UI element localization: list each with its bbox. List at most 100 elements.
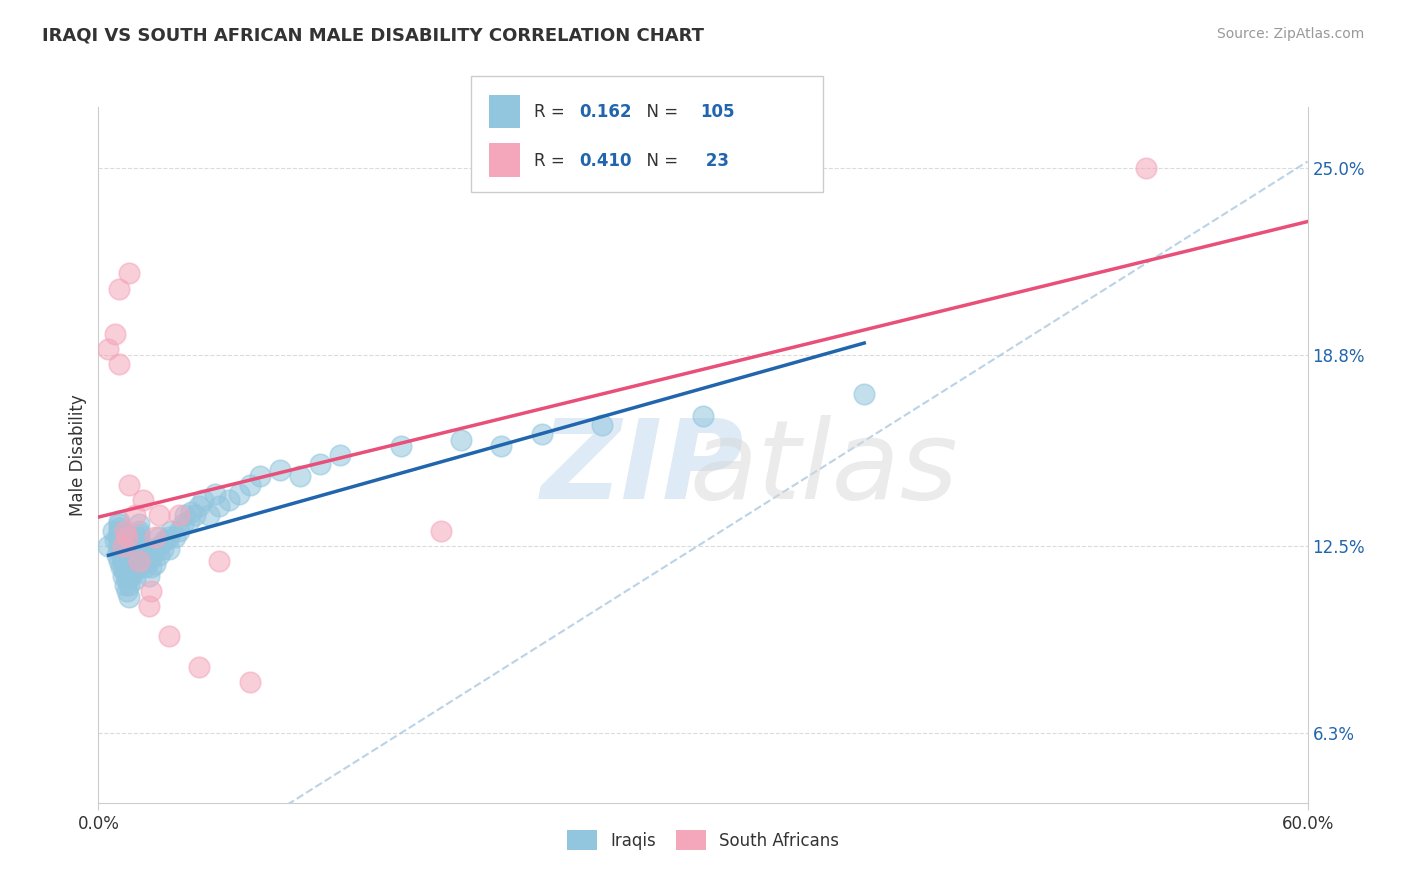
Point [142,548,165,562]
Point [430,524,453,538]
Point [329,448,352,462]
Point [148,539,170,553]
Point [163,530,186,544]
Point [288,469,311,483]
Text: Source: ZipAtlas.com: Source: ZipAtlas.com [1216,27,1364,41]
Point [389,439,412,453]
Point [132,541,155,556]
Text: atlas: atlas [689,416,959,523]
Point [148,530,170,544]
Point [157,530,180,544]
Point [148,508,170,523]
Point [218,493,240,508]
Point [188,500,211,514]
Point [124,548,146,562]
Point [152,541,174,556]
Point [143,530,166,544]
Point [157,541,180,556]
Point [198,508,221,523]
Point [114,557,136,571]
Point [107,515,129,529]
Text: R =: R = [534,152,571,169]
Point [111,569,134,583]
Text: R =: R = [534,103,571,121]
Y-axis label: Male Disability: Male Disability [69,394,87,516]
Point [128,535,150,549]
Text: IRAQI VS SOUTH AFRICAN MALE DISABILITY CORRELATION CHART: IRAQI VS SOUTH AFRICAN MALE DISABILITY C… [42,27,704,45]
Point [111,554,134,568]
Point [167,508,190,523]
Point [107,530,129,544]
Point [107,281,129,295]
Point [110,548,132,562]
Point [128,548,150,562]
Point [118,530,141,544]
Point [153,533,176,547]
Point [115,530,138,544]
Point [491,439,513,453]
Point [692,409,714,423]
Point [118,569,141,583]
Point [128,541,150,556]
Point [121,559,143,574]
Point [111,541,134,556]
Point [114,566,136,580]
Point [114,578,136,592]
Point [107,554,129,568]
Point [124,559,146,574]
Point [128,524,150,538]
Point [124,508,146,523]
Point [118,590,141,604]
Point [105,548,128,562]
Point [180,505,202,519]
Point [157,629,180,643]
Point [128,533,150,547]
Point [97,539,120,553]
Text: ZIP: ZIP [541,416,744,523]
Point [115,572,138,586]
Point [118,557,141,571]
Point [118,539,141,553]
Point [138,569,160,583]
Point [208,554,231,568]
Point [160,524,183,538]
Point [139,559,162,574]
Point [143,557,166,571]
Point [138,599,160,614]
Point [101,524,124,538]
Text: 105: 105 [700,103,735,121]
Point [107,524,129,538]
Text: 23: 23 [700,152,730,169]
Point [107,517,129,532]
Point [107,535,129,549]
Point [107,539,129,553]
Point [128,559,150,574]
Point [103,533,125,547]
Point [118,578,141,592]
Point [132,493,155,508]
Point [128,554,150,568]
Point [134,548,156,562]
Point [124,572,146,586]
Text: 0.162: 0.162 [579,103,631,121]
Point [853,387,876,401]
Point [103,326,125,341]
Point [134,559,156,574]
Point [228,487,250,501]
Point [128,530,150,544]
Point [174,508,197,523]
Point [120,535,142,549]
Point [132,554,155,568]
Point [179,515,201,529]
Legend: Iraqis, South Africans: Iraqis, South Africans [560,823,846,857]
Point [107,520,129,534]
Point [269,463,291,477]
Point [239,478,262,492]
Point [118,548,141,562]
Point [143,541,166,556]
Point [114,524,136,538]
Point [115,584,138,599]
Point [204,487,226,501]
Point [172,517,194,532]
Point [118,478,141,492]
